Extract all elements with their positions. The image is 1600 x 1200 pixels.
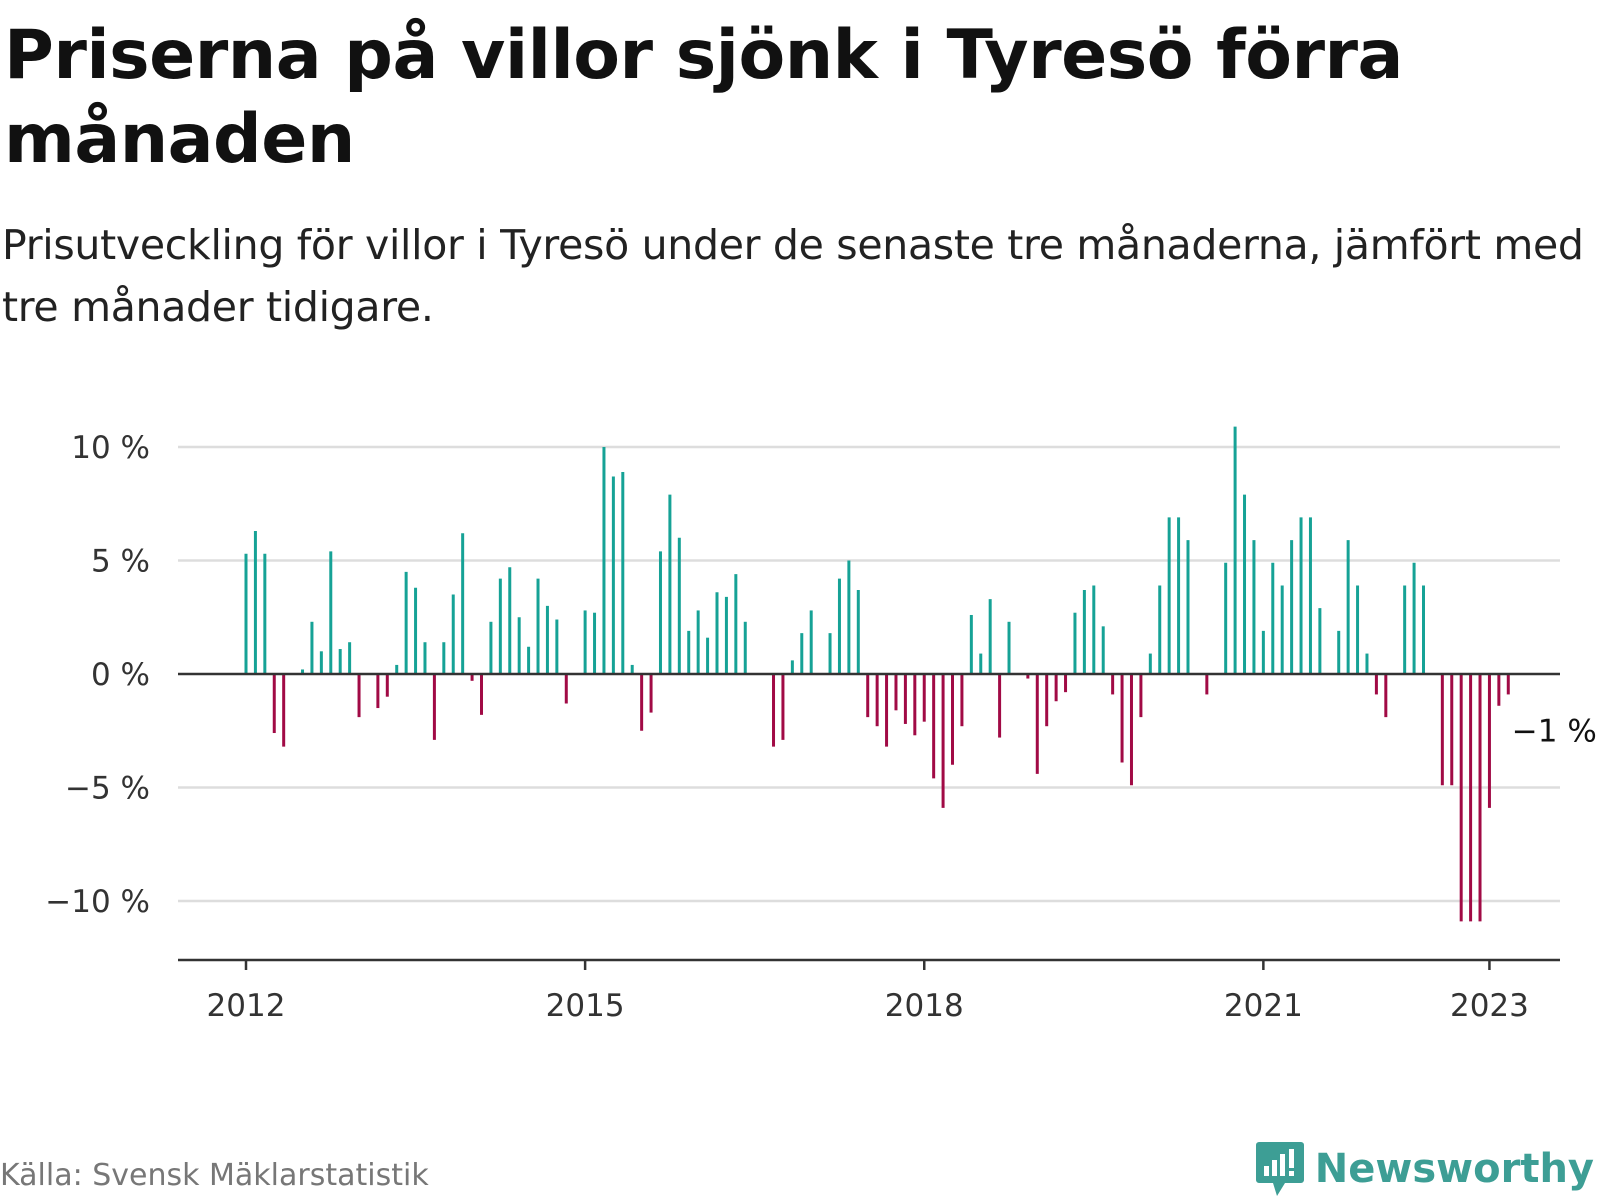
chart-subtitle: Prisutveckling för villor i Tyresö under… [2, 221, 1584, 331]
y-axis-labels: 10 % 5 % 0 % −5 % −10 % [45, 430, 150, 920]
y-tick-label: 0 % [91, 657, 150, 693]
brand-name: Newsworthy [1314, 1146, 1594, 1192]
y-tick-label: 10 % [71, 430, 150, 466]
x-tick-label: 2012 [207, 988, 286, 1024]
value-annotation: −1 % [1512, 713, 1597, 749]
x-tick-label: 2018 [885, 988, 964, 1024]
chart-title: Priserna på villor sjönk i Tyresö förra … [4, 16, 1403, 179]
y-tick-label: 5 % [91, 544, 150, 580]
gridlines [178, 445, 1560, 903]
newsworthy-logo-icon [1255, 1142, 1304, 1196]
x-axis-ticks: 2012 2015 2018 2021 2023 [207, 960, 1529, 1024]
y-tick-label: −10 % [45, 884, 150, 920]
x-tick-label: 2021 [1224, 988, 1303, 1024]
brand-logo[interactable]: Newsworthy [1255, 1140, 1594, 1198]
annotations: −1 % [1512, 713, 1597, 749]
x-tick-label: 2015 [546, 988, 625, 1024]
x-tick-label: 2023 [1450, 988, 1529, 1024]
y-tick-label: −5 % [65, 771, 150, 807]
source-note: Källa: Svensk Mäklarstatistik [0, 1158, 429, 1193]
bars [244, 426, 1510, 922]
